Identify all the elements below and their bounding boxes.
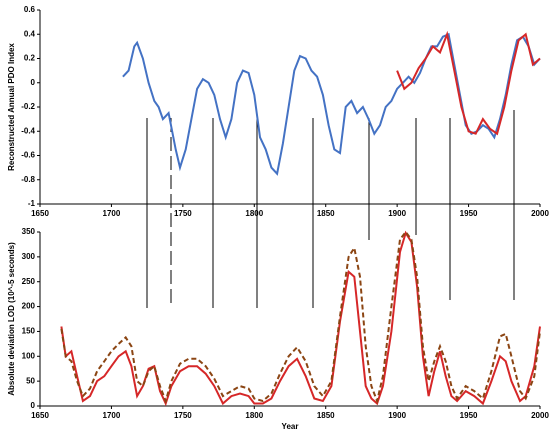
- x-tick-label: 1700: [103, 209, 121, 218]
- x-tick-label: 1650: [31, 209, 49, 218]
- x-tick-label: 1850: [317, 411, 335, 420]
- x-tick-label: 1850: [317, 209, 335, 218]
- y-tick-label: -0.6: [21, 151, 35, 160]
- x-tick-label: 1650: [31, 411, 49, 420]
- y-tick-label: 350: [22, 227, 36, 236]
- line-series: [60, 230, 541, 407]
- x-tick-label: 2000: [531, 209, 549, 218]
- y-tick-label: -0.2: [21, 102, 35, 111]
- y-tick-label: 0.4: [24, 29, 36, 38]
- x-tick-label: 1950: [460, 411, 478, 420]
- y-axis-label: Absolute deviation LOD (10^-5 seconds): [7, 242, 16, 396]
- x-axis-label: Year: [282, 422, 299, 431]
- x-tick-label: 2000: [531, 411, 549, 420]
- y-tick-label: 150: [22, 327, 36, 336]
- x-tick-label: 1700: [103, 411, 121, 420]
- x-tick-label: 1800: [245, 411, 263, 420]
- x-tick-label: 1950: [460, 209, 478, 218]
- x-tick-label: 1800: [245, 209, 263, 218]
- y-axis-label: Reconstructed Annual PDO Index: [7, 43, 16, 171]
- x-tick-label: 1900: [388, 411, 406, 420]
- y-tick-label: 100: [22, 351, 36, 360]
- y-tick-label: -0.8: [21, 175, 35, 184]
- y-tick-label: 250: [22, 277, 36, 286]
- y-tick-label: 0: [31, 78, 36, 87]
- x-tick-label: 1750: [174, 209, 192, 218]
- y-tick-label: -0.4: [21, 126, 35, 135]
- line-series: [122, 32, 541, 176]
- x-tick-label: 1750: [174, 411, 192, 420]
- y-tick-label: 0: [31, 401, 36, 410]
- y-tick-label: 0.2: [24, 54, 36, 63]
- line-series: [396, 30, 541, 136]
- y-tick-label: 0.6: [24, 5, 36, 14]
- event-links: [146, 110, 515, 308]
- y-tick-label: 300: [22, 252, 36, 261]
- y-tick-label: 50: [26, 376, 35, 385]
- y-tick-label: -1: [28, 199, 36, 208]
- x-tick-label: 1900: [388, 209, 406, 218]
- y-tick-label: 200: [22, 302, 36, 311]
